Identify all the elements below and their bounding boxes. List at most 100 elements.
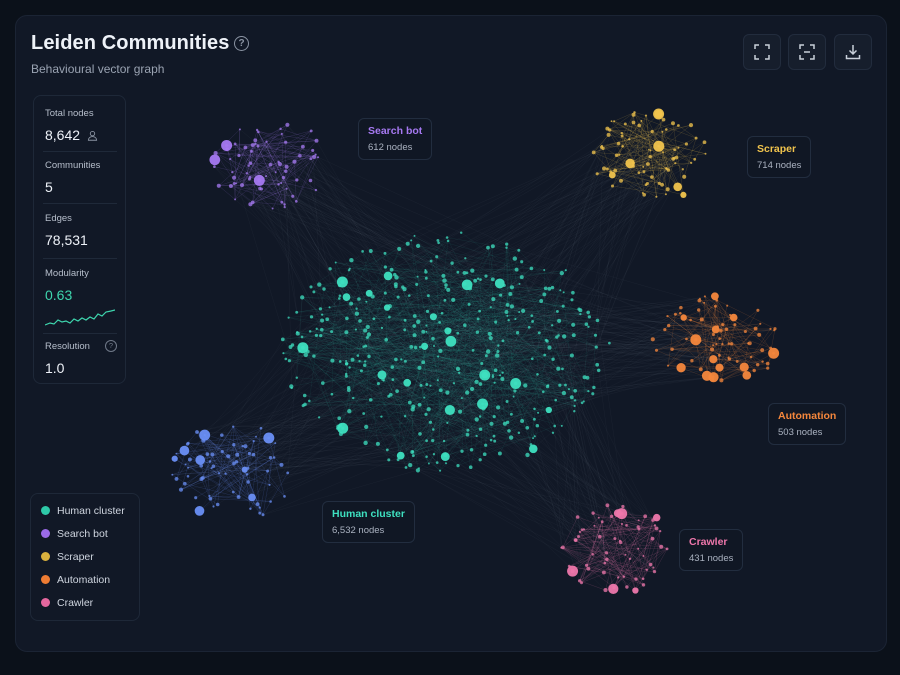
cluster-count: 503 nodes: [778, 427, 823, 438]
graph-edge: [601, 521, 606, 564]
graph-node: [709, 355, 718, 364]
graph-node: [350, 357, 355, 362]
graph-edge: [292, 344, 441, 471]
graph-edge: [372, 240, 449, 297]
graph-edge: [632, 115, 647, 163]
graph-edge: [607, 505, 625, 577]
graph-edge: [633, 114, 692, 164]
graph-edge: [449, 194, 667, 331]
cluster-label-automation[interactable]: Automation 503 nodes: [768, 403, 847, 445]
graph-edge: [611, 516, 636, 591]
graph-edge: [704, 296, 717, 345]
graph-node: [579, 312, 582, 316]
graph-edge: [279, 164, 297, 313]
graph-node: [664, 167, 668, 170]
graph-node: [547, 384, 550, 387]
graph-edge: [586, 548, 639, 566]
graph-edge: [322, 360, 406, 384]
graph-edge: [544, 269, 729, 344]
graph-node: [513, 389, 517, 393]
graph-edge: [447, 168, 605, 423]
graph-edge: [210, 457, 275, 499]
graph-node: [719, 328, 723, 333]
graph-edge: [238, 129, 241, 156]
legend-item-automation[interactable]: Automation: [41, 574, 110, 586]
legend-item-crawler[interactable]: Crawler: [41, 597, 93, 609]
graph-node: [241, 466, 248, 473]
fullscreen-button[interactable]: [743, 34, 781, 70]
graph-node: [757, 332, 762, 337]
download-icon: [845, 45, 861, 60]
graph-node: [673, 312, 677, 316]
graph-edge: [316, 335, 441, 471]
divider: [43, 151, 117, 152]
graph-edge: [213, 330, 366, 467]
graph-node: [478, 309, 481, 313]
network-graph[interactable]: [16, 16, 886, 651]
cluster-label-search-bot[interactable]: Search bot 612 nodes: [358, 118, 433, 160]
graph-node: [415, 282, 419, 286]
graph-edge: [273, 278, 479, 458]
graph-edge: [196, 334, 574, 433]
graph-node: [667, 323, 671, 328]
graph-node: [437, 241, 440, 245]
graph-edge: [297, 331, 535, 410]
graph-edge: [413, 325, 439, 381]
graph-node: [551, 357, 555, 361]
graph-node: [265, 140, 268, 143]
page-subtitle: Behavioural vector graph: [31, 62, 165, 76]
graph-node: [364, 424, 369, 430]
fit-view-button[interactable]: [788, 34, 826, 70]
legend-item-human-cluster[interactable]: Human cluster: [41, 505, 125, 517]
graph-edge: [561, 547, 605, 573]
graph-edge: [297, 333, 358, 356]
graph-node: [502, 283, 506, 287]
graph-edge: [445, 328, 771, 457]
cluster-label-human-cluster[interactable]: Human cluster 6,532 nodes: [322, 501, 415, 543]
graph-node: [325, 317, 330, 322]
graph-node: [383, 265, 388, 269]
graph-node: [364, 344, 368, 348]
graph-edge: [365, 345, 477, 383]
graph-node: [587, 325, 590, 328]
legend-label: Crawler: [57, 597, 94, 609]
graph-edge: [634, 112, 642, 122]
graph-edge: [370, 189, 668, 401]
graph-edge: [513, 396, 535, 420]
legend-item-scraper[interactable]: Scraper: [41, 551, 94, 563]
graph-edge: [316, 328, 570, 567]
graph-edge: [258, 131, 347, 364]
graph-edge: [266, 141, 297, 313]
graph-edge: [238, 469, 245, 498]
graph-edge: [586, 176, 653, 325]
graph-edge: [390, 329, 716, 395]
graph-edge: [283, 177, 547, 341]
graph-node: [721, 342, 724, 346]
graph-edge: [634, 112, 647, 116]
graph-edge: [400, 355, 487, 456]
graph-node: [591, 150, 596, 155]
graph-node: [747, 341, 752, 346]
graph-edge: [253, 440, 276, 444]
graph-edge: [250, 163, 280, 165]
graph-edge: [464, 272, 714, 346]
download-button[interactable]: [834, 34, 872, 70]
graph-node: [199, 463, 204, 468]
graph-edge: [468, 304, 472, 450]
help-icon[interactable]: ?: [234, 36, 249, 51]
graph-node: [421, 329, 426, 334]
graph-edge: [302, 146, 347, 364]
cluster-label-scraper[interactable]: Scraper 714 nodes: [747, 136, 812, 178]
graph-node: [661, 117, 666, 122]
help-icon[interactable]: ?: [105, 340, 117, 352]
graph-edge: [303, 403, 483, 406]
graph-edge: [283, 271, 459, 354]
legend-item-search-bot[interactable]: Search bot: [41, 528, 108, 540]
graph-node: [433, 345, 435, 347]
graph-edge: [340, 358, 554, 362]
cluster-label-crawler[interactable]: Crawler 431 nodes: [679, 529, 744, 571]
graph-edge: [616, 146, 623, 156]
graph-edge: [506, 244, 510, 431]
graph-edge: [302, 313, 581, 348]
graph-edge: [215, 152, 422, 386]
